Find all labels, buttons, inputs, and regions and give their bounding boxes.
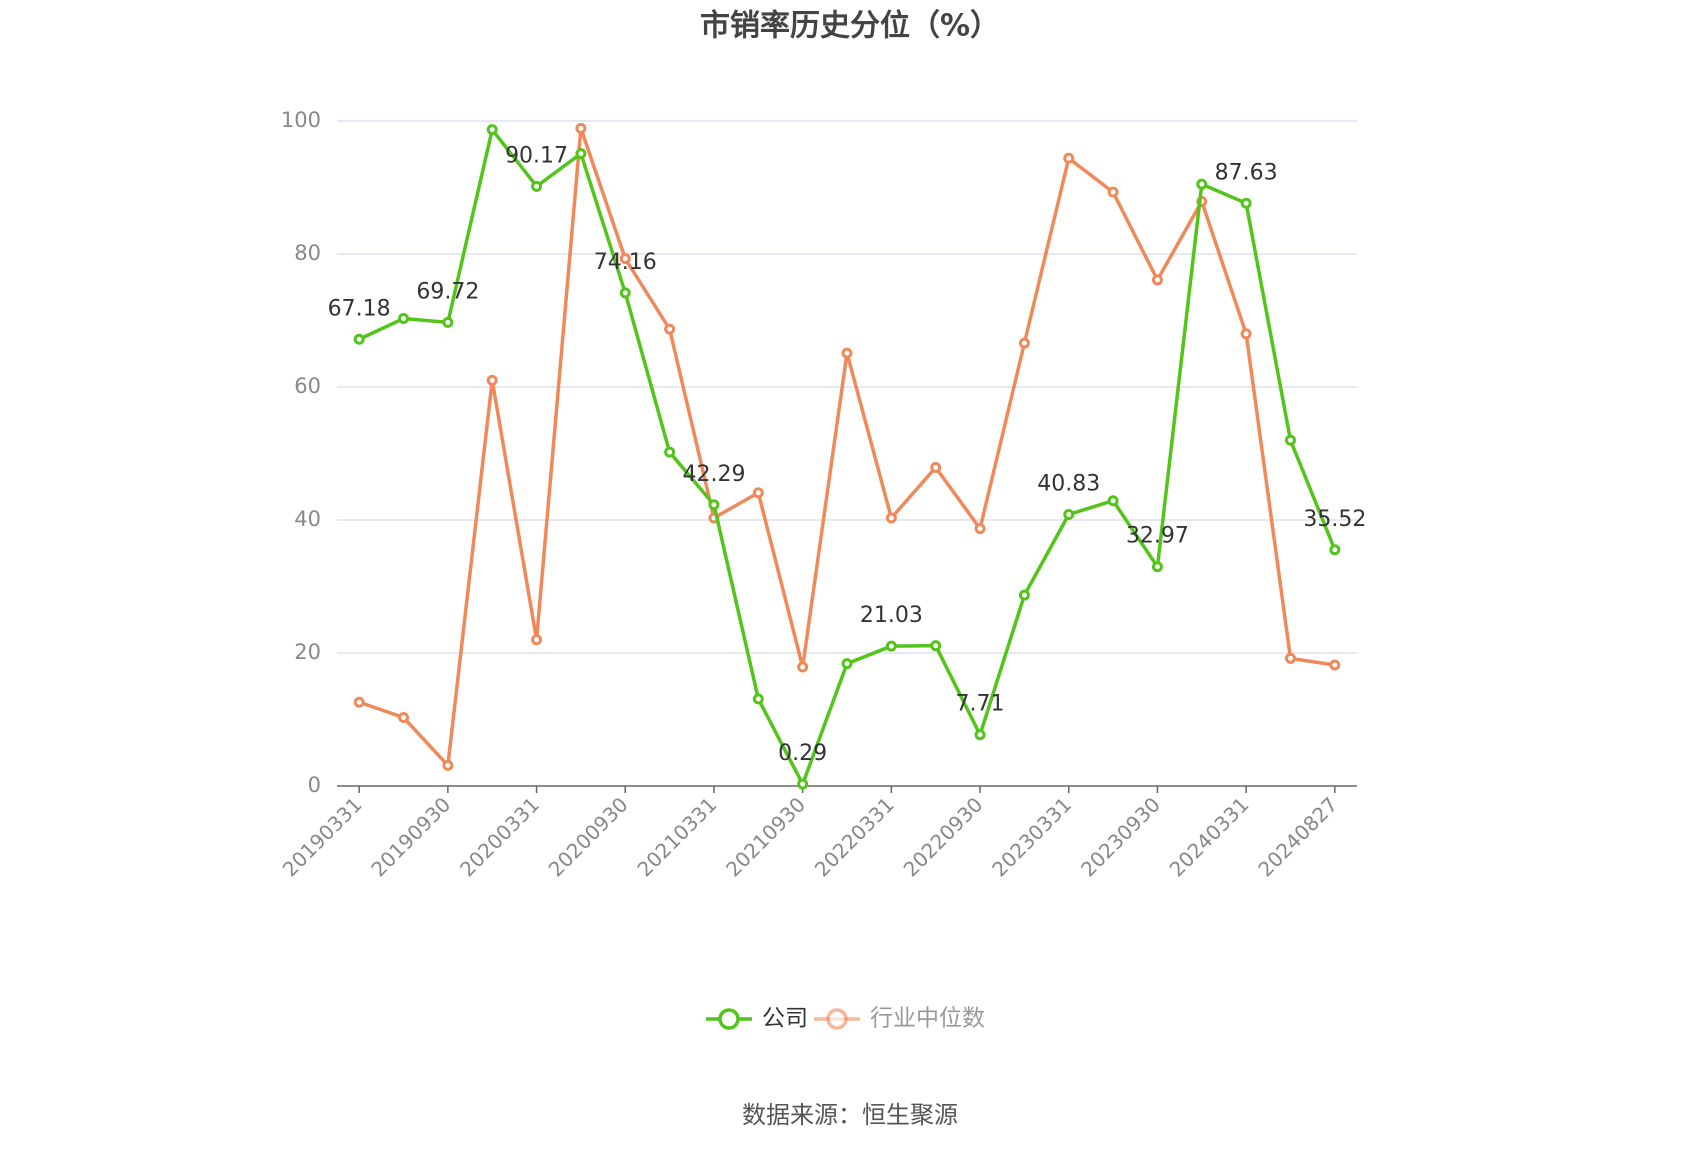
data-point — [353, 696, 365, 708]
data-label: 7.71 — [956, 692, 1005, 717]
data-point — [752, 487, 764, 499]
data-point — [353, 333, 365, 345]
data-point — [531, 180, 543, 192]
data-point — [1240, 197, 1252, 209]
data-point — [575, 148, 587, 160]
data-point — [1240, 328, 1252, 340]
data-label: 0.29 — [778, 741, 827, 766]
data-point — [1063, 508, 1075, 520]
data-point — [841, 658, 853, 670]
data-point — [1018, 337, 1030, 349]
data-point — [486, 124, 498, 136]
data-point — [1018, 589, 1030, 601]
data-label: 42.29 — [682, 462, 745, 487]
data-point — [1107, 495, 1119, 507]
chart-title: 市销率历史分位（%） — [700, 9, 1000, 44]
data-point — [1151, 274, 1163, 286]
x-tick-label: 20200331 — [455, 792, 544, 881]
data-label: 40.83 — [1037, 471, 1100, 496]
data-point — [664, 323, 676, 335]
x-tick-label: 20220930 — [899, 792, 988, 881]
x-tick-label: 20210331 — [632, 792, 721, 881]
data-point — [708, 499, 720, 511]
data-point — [797, 778, 809, 790]
data-point — [885, 512, 897, 524]
data-point — [398, 712, 410, 724]
legend-label: 公司 — [762, 1006, 808, 1032]
data-point — [885, 640, 897, 652]
data-point — [575, 122, 587, 134]
data-point — [1107, 186, 1119, 198]
data-label: 87.63 — [1215, 160, 1278, 185]
data-point — [974, 729, 986, 741]
series-line — [358, 127, 1336, 770]
data-point — [619, 253, 631, 265]
data-point — [1329, 659, 1341, 671]
data-point — [1151, 561, 1163, 573]
data-label: 21.03 — [860, 603, 923, 628]
data-point — [930, 461, 942, 473]
x-tick-label: 20190930 — [366, 792, 455, 881]
data-point — [1284, 652, 1296, 664]
data-point — [974, 523, 986, 535]
x-tick-label: 20210930 — [721, 792, 810, 881]
x-tick-label: 20200930 — [544, 792, 633, 881]
y-tick-label: 0 — [308, 773, 321, 797]
x-tick-label: 20240827 — [1253, 792, 1342, 881]
data-point — [930, 640, 942, 652]
x-tick-label: 20240331 — [1165, 792, 1254, 881]
data-point — [1329, 544, 1341, 556]
data-label: 32.97 — [1126, 524, 1189, 549]
y-tick-label: 60 — [294, 374, 321, 398]
legend-label: 行业中位数 — [870, 1006, 985, 1032]
data-label: 69.72 — [416, 279, 479, 304]
source: 数据来源：恒生聚源 — [742, 1101, 958, 1129]
data-label: 74.16 — [594, 250, 657, 275]
legend-item[interactable]: 行业中位数 — [814, 1006, 985, 1032]
data-point — [619, 287, 631, 299]
data-point — [664, 446, 676, 458]
y-tick-label: 100 — [281, 108, 321, 132]
data-point — [486, 374, 498, 386]
legend-item[interactable]: 公司 — [706, 1006, 808, 1032]
data-point — [531, 634, 543, 646]
data-label: 35.52 — [1303, 507, 1366, 532]
y-tick-label: 40 — [294, 507, 321, 531]
data-label: 90.17 — [505, 143, 568, 168]
y-tick-label: 20 — [294, 640, 321, 664]
data-point — [797, 661, 809, 673]
data-point — [442, 316, 454, 328]
x-tick-label: 20220331 — [810, 792, 899, 881]
data-point — [841, 347, 853, 359]
data-point — [442, 759, 454, 771]
x-tick-label: 20230930 — [1076, 792, 1165, 881]
data-point — [1284, 434, 1296, 446]
y-tick-label: 80 — [294, 241, 321, 265]
data-point — [752, 693, 764, 705]
x-tick-label: 20190331 — [278, 792, 367, 881]
legend-marker — [718, 1008, 740, 1030]
data-point — [1196, 178, 1208, 190]
legend-marker — [826, 1008, 848, 1030]
data-point — [1063, 152, 1075, 164]
data-label: 67.18 — [328, 296, 391, 321]
data-point — [398, 313, 410, 325]
x-tick-label: 20230331 — [987, 792, 1076, 881]
